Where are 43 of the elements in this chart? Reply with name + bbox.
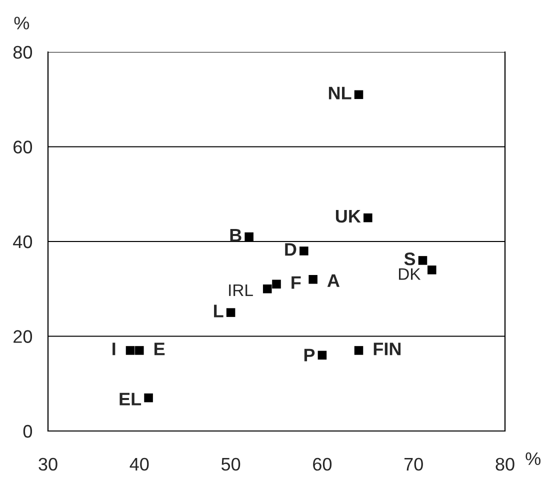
point bbox=[364, 213, 372, 222]
point bbox=[226, 308, 236, 317]
point bbox=[354, 346, 364, 355]
annotation: FIN bbox=[374, 342, 401, 356]
annotation: UK bbox=[336, 210, 361, 223]
annotation: EL bbox=[120, 392, 142, 406]
point bbox=[418, 256, 428, 265]
x-tick-label: 30 bbox=[38, 458, 58, 471]
x-tick-label: 60 bbox=[313, 458, 332, 471]
point bbox=[272, 280, 281, 289]
annotation: S bbox=[404, 252, 416, 266]
x-axis-title: % bbox=[526, 452, 540, 466]
x-tick-label: 80 bbox=[496, 458, 514, 471]
annotation: A bbox=[327, 274, 340, 287]
y-tick-label: 40 bbox=[13, 235, 32, 248]
y-tick-label: 20 bbox=[14, 330, 32, 343]
point bbox=[354, 90, 364, 100]
annotation: NL bbox=[328, 86, 352, 100]
annotation: B bbox=[230, 229, 242, 242]
point bbox=[244, 232, 254, 242]
annotation: DK bbox=[398, 268, 421, 280]
point bbox=[300, 246, 308, 256]
point bbox=[262, 284, 272, 294]
point bbox=[427, 266, 436, 274]
annotation: P bbox=[304, 348, 315, 362]
point bbox=[318, 350, 327, 360]
y-tick-label: 80 bbox=[13, 46, 32, 59]
annotation: IRL bbox=[229, 284, 253, 296]
annotation: D bbox=[285, 243, 296, 256]
annotation: L bbox=[214, 304, 224, 318]
y-tick-label: 0 bbox=[23, 424, 32, 438]
x-tick-label: 50 bbox=[221, 458, 240, 471]
x-tick-label: 40 bbox=[130, 458, 149, 471]
point bbox=[135, 346, 144, 355]
point bbox=[308, 275, 318, 284]
annotation: I bbox=[112, 342, 116, 356]
y-axis-title: % bbox=[14, 16, 30, 30]
point bbox=[126, 346, 135, 355]
annotation: F bbox=[292, 276, 301, 289]
x-tick-label: 70 bbox=[404, 458, 423, 471]
annotation: E bbox=[154, 342, 165, 356]
y-tick-label: 60 bbox=[14, 140, 32, 154]
point bbox=[144, 393, 153, 402]
